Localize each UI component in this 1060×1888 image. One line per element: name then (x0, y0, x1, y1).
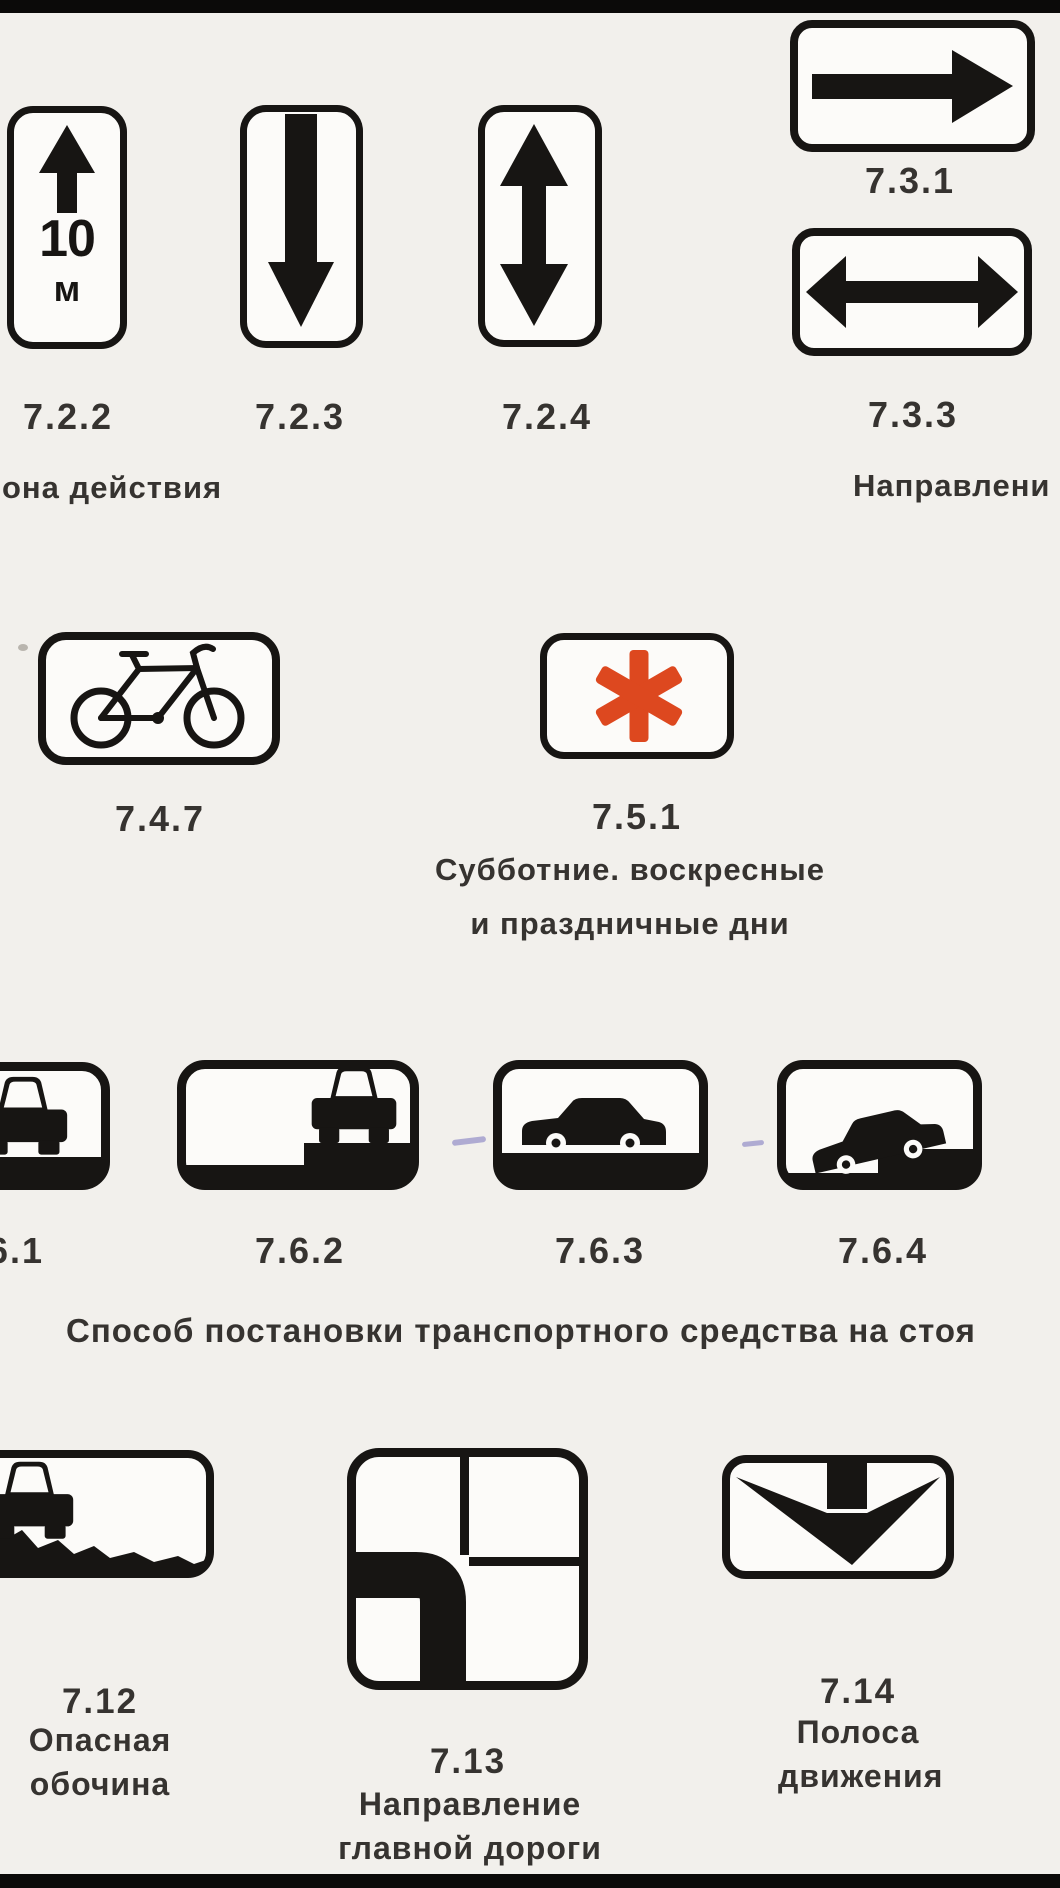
label-7-2-3: 7.2.3 (254, 396, 346, 437)
car-rear-on-sidewalk-icon (186, 1069, 410, 1181)
pen-mark (741, 1139, 765, 1148)
label-7-4-7: 7.4.7 (114, 798, 206, 839)
sign-7-13 (347, 1448, 588, 1690)
label-7-6-3: 7.6.3 (554, 1230, 646, 1271)
bicycle-icon (70, 643, 245, 749)
sign-7-2-4 (478, 105, 602, 347)
lane-arrow-icon (736, 1463, 940, 1565)
caption-7-12-line2: обочина (29, 1766, 171, 1802)
car-rear-on-road-icon (0, 1076, 101, 1181)
caption-7-14-line1: Полоса (796, 1714, 920, 1750)
label-7-5-1: 7.5.1 (591, 796, 683, 837)
label-7-2-4: 7.2.4 (501, 396, 593, 437)
label-7-2-2: 7.2.2 (22, 396, 114, 437)
label-7-6-1: 6.1 (0, 1230, 45, 1271)
main-road-direction-icon (356, 1457, 579, 1681)
pen-mark (451, 1135, 487, 1147)
caption-parking-method: Способ постановки транспортного средства… (66, 1312, 976, 1349)
arrow-up-down-icon (500, 124, 568, 326)
dangerous-shoulder-icon (0, 1461, 206, 1570)
car-side-on-curb-icon (786, 1110, 973, 1181)
arrow-up-icon (39, 125, 95, 213)
arrow-right-icon (812, 50, 1013, 123)
label-7-12: 7.12 (61, 1682, 139, 1721)
distance-value: 10 (39, 210, 96, 268)
label-7-14: 7.14 (819, 1672, 897, 1711)
caption-zone-of-action: она действия (2, 470, 223, 505)
label-7-3-3: 7.3.3 (867, 394, 959, 435)
dust-speck (18, 644, 28, 651)
label-7-13: 7.13 (429, 1742, 507, 1781)
top-film-edge (0, 0, 1060, 13)
caption-directions: Направлени (853, 468, 1051, 503)
sign-7-5-1 (540, 633, 734, 759)
sign-7-6-4 (777, 1060, 982, 1190)
sign-7-2-2: 10 м (7, 106, 127, 349)
sign-7-3-1 (790, 20, 1035, 152)
label-7-6-4: 7.6.4 (837, 1230, 929, 1271)
sign-7-12 (0, 1450, 214, 1578)
caption-7-13-line2: главной дороги (338, 1830, 602, 1866)
sign-7-6-2 (177, 1060, 419, 1190)
sign-7-14 (722, 1455, 954, 1579)
sign-7-6-3 (493, 1060, 708, 1190)
sign-7-6-1 (0, 1062, 110, 1190)
car-side-on-sidewalk-icon (502, 1098, 699, 1181)
arrow-left-right-icon (806, 256, 1018, 328)
caption-holidays-line1: Субботние. воскресные (435, 852, 825, 887)
caption-7-14-line2: движения (778, 1758, 944, 1794)
arrow-down-icon (268, 114, 334, 327)
label-7-3-1: 7.3.1 (864, 160, 956, 201)
caption-holidays-line2: и праздничные дни (470, 906, 790, 941)
sign-7-2-3 (240, 105, 363, 348)
label-7-6-2: 7.6.2 (254, 1230, 346, 1271)
asterisk-icon (595, 650, 683, 742)
caption-7-12-line1: Опасная (28, 1722, 172, 1758)
sign-7-4-7 (38, 632, 280, 765)
bottom-film-edge (0, 1874, 1060, 1888)
meters-unit: м (53, 268, 81, 309)
sign-7-3-3 (792, 228, 1032, 356)
caption-7-13-line1: Направление (358, 1786, 582, 1822)
